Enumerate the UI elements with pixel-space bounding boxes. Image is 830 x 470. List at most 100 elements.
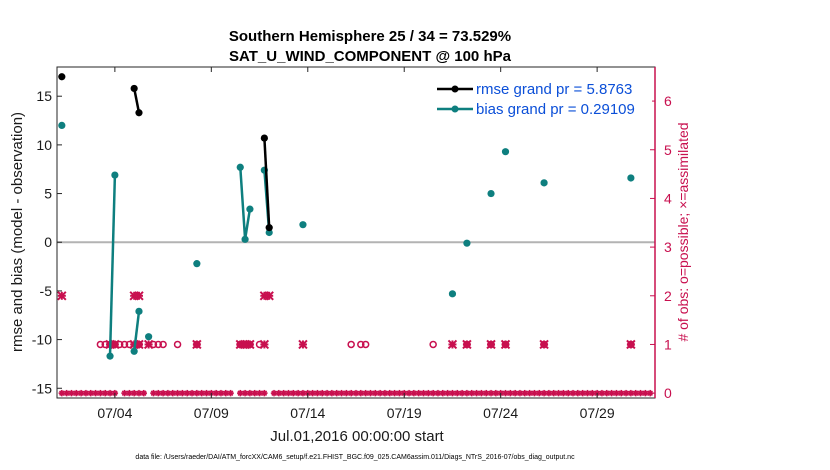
obs-zero-stroke — [459, 390, 465, 396]
obs-zero-stroke — [521, 390, 528, 396]
obs-zero-marker — [237, 389, 244, 397]
obs-zero-stroke — [102, 390, 109, 396]
obs-zero-marker — [642, 389, 649, 397]
x-axis-label: Jul.01,2016 00:00:00 start — [270, 428, 444, 445]
obs-zero-stroke — [415, 390, 422, 396]
obs-zero-marker — [164, 389, 172, 397]
obs-zero-marker — [507, 389, 514, 397]
obs-assimilated-marker — [298, 339, 308, 350]
bias-point — [627, 174, 635, 182]
obs-possible-marker — [347, 340, 355, 349]
obs-assimilated-marker — [57, 291, 67, 301]
obs-zero-stroke — [319, 390, 326, 396]
obs-zero-stroke — [555, 390, 562, 396]
obs-zero-stroke — [136, 390, 142, 396]
y-tick-label: 15 — [36, 88, 52, 104]
y-tick-label: -5 — [40, 283, 53, 299]
obs-zero-stroke — [290, 390, 297, 396]
obs-zero-marker — [444, 389, 451, 397]
obs-possible-marker — [429, 340, 437, 349]
obs-zero-marker — [338, 389, 345, 397]
obs-assimilated-marker — [134, 339, 144, 350]
legend-rmse-label: rmse grand pr = 5.8763 — [476, 81, 632, 98]
obs-zero-stroke — [420, 390, 427, 396]
obs-zero-marker — [618, 389, 625, 397]
rmse-point — [58, 73, 66, 81]
y2-tick-label: 4 — [664, 190, 672, 206]
obs-zero-marker — [294, 389, 302, 397]
obs-zero-stroke — [189, 390, 195, 396]
obs-zero-stroke — [276, 390, 282, 396]
obs-zero-stroke — [425, 390, 432, 396]
obs-zero-marker — [227, 389, 234, 397]
obs-zero-marker — [73, 389, 80, 397]
obs-zero-stroke — [63, 390, 70, 396]
bias-point — [487, 189, 495, 198]
y2-axis-label: # of obs: o=possible; ×=assimilated — [675, 122, 691, 341]
obs-zero-stroke — [507, 390, 514, 396]
rmse-line — [132, 88, 141, 114]
obs-zero-stroke — [107, 390, 113, 396]
obs-zero-stroke — [377, 390, 383, 396]
obs-zero-stroke — [464, 390, 470, 396]
obs-zero-stroke — [78, 390, 84, 396]
y-tick-label: -10 — [32, 332, 52, 348]
obs-zero-stroke — [348, 390, 354, 396]
rmse-point — [135, 109, 143, 117]
obs-zero-stroke — [382, 390, 388, 396]
obs-zero-stroke — [599, 390, 605, 396]
obs-zero-marker — [531, 389, 538, 397]
obs-zero-stroke — [362, 390, 369, 396]
y2-tick-label: 1 — [664, 336, 672, 352]
bias-point — [58, 121, 66, 130]
obs-zero-stroke — [550, 390, 557, 396]
obs-zero-stroke — [637, 390, 644, 396]
obs-possible-marker — [159, 340, 167, 349]
obs-zero-stroke — [570, 390, 576, 396]
y-tick-label: 0 — [44, 234, 52, 250]
obs-zero-stroke — [261, 390, 268, 396]
obs-zero-marker — [463, 389, 471, 397]
obs-zero-stroke — [584, 390, 591, 396]
obs-assimilated-marker — [134, 291, 144, 301]
obs-zero-marker — [560, 389, 567, 397]
obs-zero-marker — [396, 389, 403, 397]
y-axis-label: rmse and bias (model - observation) — [9, 112, 26, 352]
rmse-line — [263, 138, 271, 228]
obs-zero-marker — [270, 389, 278, 397]
obs-zero-stroke — [367, 390, 374, 396]
bias-point — [111, 171, 119, 179]
obs-assimilated-marker — [500, 339, 511, 350]
obs-zero-stroke — [517, 390, 523, 396]
chart-title: Southern Hemisphere 25 / 34 = 73.529% — [229, 28, 511, 45]
obs-zero-stroke — [628, 390, 634, 396]
obs-zero-stroke — [218, 390, 224, 396]
obs-assimilated-marker — [245, 339, 255, 350]
x-tick-label: 07/29 — [580, 405, 615, 421]
obs-zero-stroke — [454, 390, 461, 396]
obs-zero-stroke — [285, 390, 292, 396]
obs-zero-stroke — [174, 390, 181, 396]
x-tick-label: 07/09 — [194, 405, 229, 421]
obs-zero-stroke — [353, 390, 359, 396]
obs-zero-stroke — [222, 390, 229, 396]
obs-zero-marker — [121, 389, 128, 397]
obs-zero-marker — [454, 389, 461, 397]
rmse-point — [130, 84, 138, 93]
obs-possible-marker — [120, 340, 129, 349]
axis-ticks: 07/04 07/09 07/14 07/19 07/24 07/29 -15 -10 -5 0 5… — [32, 67, 672, 421]
obs-zero-stroke — [87, 390, 94, 396]
obs-zero-stroke — [493, 390, 499, 396]
obs-zero-marker — [63, 389, 70, 397]
bias-line — [239, 167, 252, 241]
legend-rmse-marker — [451, 85, 459, 93]
obs-zero-stroke — [68, 390, 75, 396]
obs-zero-stroke — [613, 390, 620, 396]
obs-zero-stroke — [372, 390, 379, 396]
obs-zero-marker — [545, 389, 553, 397]
bias-point — [448, 290, 457, 298]
obs-zero-stroke — [271, 390, 277, 396]
legend-bias-label: bias grand pr = 0.29109 — [476, 101, 635, 118]
obs-zero-stroke — [169, 390, 176, 396]
obs-zero-stroke — [92, 390, 99, 396]
